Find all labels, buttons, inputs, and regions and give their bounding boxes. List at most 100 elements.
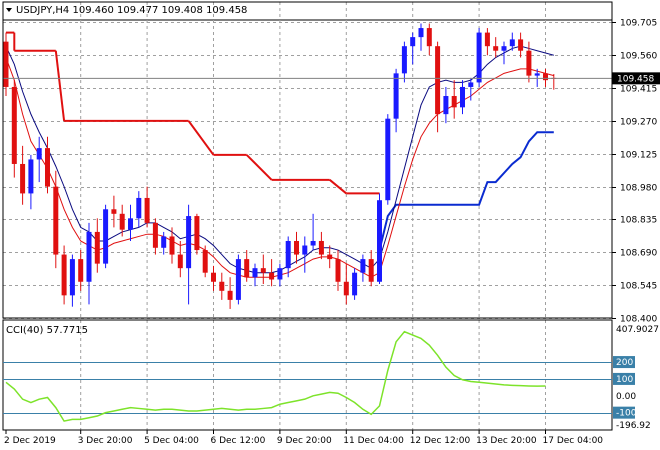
- candle: [136, 191, 142, 228]
- candle-body: [285, 240, 291, 269]
- cci-line: [5, 330, 546, 422]
- trailing-stop-down-line: [6, 31, 380, 195]
- candle-body: [343, 281, 349, 296]
- candle: [501, 41, 507, 65]
- candle-body: [451, 96, 457, 108]
- candle-body: [128, 218, 133, 230]
- candle-body: [103, 209, 109, 264]
- candle: [194, 213, 200, 255]
- candle: [227, 277, 233, 309]
- candle: [161, 231, 167, 255]
- candle-body: [186, 216, 192, 269]
- candle: [152, 218, 158, 255]
- candle: [20, 145, 26, 205]
- candle-body: [235, 259, 241, 300]
- time-tick-label: 3 Dec 20:00: [78, 436, 133, 446]
- candle-body: [227, 290, 233, 300]
- candle: [509, 32, 515, 51]
- current-price-tag: [612, 72, 660, 85]
- candle: [451, 80, 457, 119]
- candle: [119, 204, 125, 237]
- candle: [269, 259, 275, 287]
- candle-body: [484, 32, 490, 47]
- candle-body: [269, 272, 275, 280]
- cci-axis-label: 100: [616, 375, 633, 385]
- candle: [36, 136, 42, 183]
- candle-body: [318, 240, 324, 255]
- trail-down-link: [245, 154, 273, 181]
- candle-body: [352, 272, 358, 296]
- candle-body: [327, 254, 333, 260]
- triangle-down-icon[interactable]: [6, 8, 12, 12]
- candle-body: [136, 197, 142, 219]
- candle: [211, 265, 216, 291]
- candle-body: [443, 96, 449, 115]
- current-price-label: 109.458: [617, 74, 654, 84]
- candle-body: [401, 46, 407, 74]
- candle-body: [252, 268, 258, 278]
- candle-body: [94, 231, 100, 264]
- time-axis: 2 Dec 2019 3 Dec 20:00 5 Dec 04:00 6 Dec 12…: [4, 430, 603, 446]
- candle-body: [377, 200, 382, 282]
- candlestick-series: [3, 23, 557, 309]
- candle-body: [177, 254, 183, 269]
- candle-body: [53, 186, 59, 255]
- candle-body: [202, 250, 208, 273]
- candle-body: [69, 259, 75, 296]
- price-grid: [3, 2, 612, 430]
- candle-body: [335, 259, 341, 282]
- candle-body: [543, 73, 548, 81]
- candle-body: [119, 213, 125, 230]
- price-axis: 109.705 109.560 109.415 109.270 109.125 108.9…: [612, 19, 657, 325]
- candle: [468, 77, 474, 101]
- price-tick-label: 109.705: [620, 19, 657, 29]
- candle: [518, 32, 524, 58]
- trail-up-path: [378, 131, 554, 251]
- candle-body: [78, 259, 84, 282]
- candle: [327, 245, 333, 269]
- candle: [235, 254, 241, 305]
- candle-body: [11, 86, 17, 164]
- candle-body: [111, 209, 117, 214]
- candle: [377, 193, 382, 285]
- time-tick-label: 6 Dec 12:00: [211, 436, 266, 446]
- candle: [443, 86, 449, 124]
- candle-body: [360, 259, 366, 273]
- candle-body: [244, 259, 250, 278]
- price-tick-label: 109.125: [620, 151, 657, 161]
- trailing-stop-up-line: [378, 131, 554, 251]
- candle: [252, 263, 258, 287]
- time-tick-label: 12 Dec 12:00: [410, 436, 471, 446]
- price-tick-label: 109.270: [620, 118, 657, 128]
- candle: [335, 250, 341, 291]
- candle-body: [86, 231, 92, 282]
- price-tick-label: 109.415: [620, 85, 657, 95]
- candle: [352, 268, 358, 300]
- candle: [53, 170, 59, 269]
- candle-body: [161, 236, 167, 248]
- candle-body: [518, 39, 524, 51]
- candle: [343, 263, 349, 305]
- candle: [69, 254, 75, 307]
- candle: [410, 32, 416, 65]
- candle: [169, 227, 175, 264]
- cci-label: CCI(40) 57.7715: [6, 325, 88, 336]
- candle: [360, 254, 366, 282]
- candle: [260, 254, 266, 285]
- candle-body: [468, 82, 474, 87]
- candle-body: [526, 50, 532, 76]
- candle: [526, 41, 532, 83]
- symbol-header: USDJPY,H4 109.460 109.477 109.408 109.45…: [16, 5, 247, 16]
- cci-axis-label: 0.00: [616, 392, 636, 402]
- candle-body: [277, 268, 283, 280]
- trail-down-link: [329, 179, 347, 195]
- time-tick-label: 17 Dec 04:00: [543, 436, 604, 446]
- candle: [318, 231, 324, 260]
- cci-level-tag: [613, 406, 635, 419]
- candle-body: [460, 86, 465, 108]
- time-tick-label: 13 Dec 20:00: [476, 436, 537, 446]
- trail-down-link: [187, 120, 215, 156]
- candle: [302, 236, 308, 273]
- candle: [144, 186, 150, 228]
